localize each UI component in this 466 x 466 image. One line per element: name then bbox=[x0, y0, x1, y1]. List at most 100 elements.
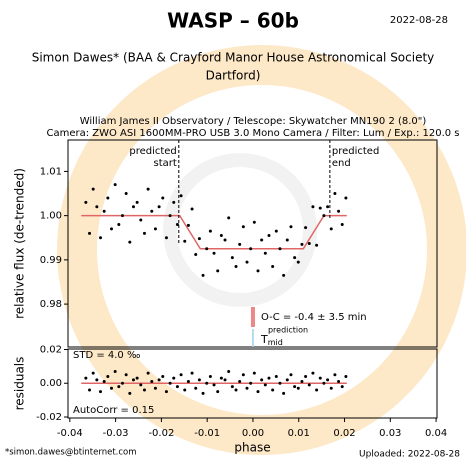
data-point bbox=[190, 371, 194, 375]
data-point bbox=[256, 269, 260, 273]
data-point bbox=[223, 238, 227, 242]
x-tick-label: 0.04 bbox=[425, 428, 447, 439]
data-point bbox=[307, 383, 311, 387]
data-point bbox=[88, 231, 92, 235]
data-point bbox=[194, 386, 198, 390]
data-point bbox=[326, 205, 330, 209]
data-point bbox=[300, 242, 304, 246]
footer-email: *simon.dawes@btinternet.com bbox=[5, 448, 137, 458]
data-point bbox=[285, 238, 289, 242]
data-point bbox=[318, 206, 322, 210]
data-point bbox=[168, 214, 172, 218]
data-point bbox=[164, 390, 168, 394]
data-point bbox=[186, 380, 190, 384]
y-tick-label: 0.02 bbox=[40, 345, 62, 356]
data-point bbox=[124, 373, 128, 377]
data-point bbox=[219, 234, 223, 238]
data-point bbox=[245, 386, 249, 390]
data-point bbox=[139, 383, 143, 387]
data-point bbox=[205, 381, 209, 385]
data-point bbox=[249, 381, 253, 385]
watermark bbox=[57, 45, 466, 455]
data-point bbox=[194, 253, 198, 257]
data-point bbox=[84, 376, 88, 380]
data-point bbox=[304, 374, 308, 378]
data-point bbox=[197, 378, 201, 382]
data-point bbox=[256, 390, 260, 394]
x-tick-label: -0.01 bbox=[194, 428, 220, 439]
footer-uploaded: Uploaded: 2022-08-28 bbox=[359, 450, 460, 460]
data-point bbox=[223, 378, 227, 382]
y-tick-label: 1.01 bbox=[40, 166, 62, 177]
data-point bbox=[157, 205, 161, 209]
data-point bbox=[219, 376, 223, 380]
autocorr-label: AutoCorr = 0.15 bbox=[73, 405, 154, 416]
details: Camera: ZWO ASI 1600MM-PRO USB 3.0 Mono … bbox=[46, 128, 459, 139]
data-point bbox=[142, 231, 146, 235]
predicted-label: predicted bbox=[129, 146, 176, 157]
x-axis-label: phase bbox=[234, 441, 270, 455]
data-point bbox=[109, 227, 113, 231]
details: William James II Observatory / Telescope… bbox=[80, 116, 427, 127]
data-point bbox=[300, 380, 304, 384]
data-point bbox=[95, 205, 99, 209]
watermark bbox=[163, 153, 317, 307]
data-point bbox=[186, 223, 190, 227]
data-point bbox=[274, 229, 278, 233]
data-point bbox=[208, 229, 212, 233]
data-point bbox=[227, 216, 231, 220]
data-point bbox=[304, 226, 308, 230]
tmid-base: T bbox=[260, 333, 268, 346]
x-tick-label: -0.04 bbox=[57, 428, 83, 439]
data-point bbox=[282, 391, 286, 395]
data-point bbox=[157, 378, 161, 382]
data-point bbox=[337, 209, 341, 213]
data-point bbox=[117, 385, 121, 389]
data-point bbox=[333, 192, 337, 196]
data-point bbox=[289, 373, 293, 377]
data-point bbox=[267, 376, 271, 380]
data-point bbox=[230, 385, 234, 389]
data-point bbox=[131, 378, 135, 382]
data-point bbox=[216, 390, 220, 394]
data-point bbox=[344, 196, 348, 200]
data-point bbox=[208, 374, 212, 378]
oc-label: O-C = -0.4 ± 3.5 min bbox=[261, 312, 367, 323]
data-point bbox=[175, 222, 179, 226]
data-point bbox=[128, 391, 132, 395]
data-point bbox=[135, 376, 139, 380]
x-tick-label: -0.03 bbox=[103, 428, 129, 439]
data-point bbox=[252, 371, 256, 375]
tmid-label: Tmid bbox=[260, 333, 283, 347]
data-point bbox=[128, 240, 132, 244]
data-point bbox=[139, 218, 143, 222]
data-point bbox=[91, 371, 95, 375]
data-point bbox=[234, 388, 238, 392]
data-point bbox=[234, 265, 238, 268]
data-point bbox=[227, 369, 231, 373]
data-point bbox=[212, 383, 216, 387]
data-point bbox=[113, 183, 117, 187]
data-point bbox=[307, 242, 311, 245]
data-point bbox=[271, 388, 275, 392]
data-point bbox=[285, 378, 289, 382]
data-point bbox=[216, 269, 220, 273]
y-tick-label: 0.98 bbox=[40, 299, 62, 310]
data-point bbox=[99, 236, 103, 240]
data-point bbox=[296, 260, 300, 264]
predicted-label: predicted bbox=[332, 146, 379, 157]
data-point bbox=[293, 385, 297, 389]
data-point bbox=[340, 222, 344, 226]
data-point bbox=[146, 371, 150, 375]
y-tick-label: 1.00 bbox=[40, 211, 62, 222]
data-point bbox=[197, 237, 201, 241]
data-point bbox=[142, 388, 146, 392]
data-point bbox=[124, 192, 128, 196]
data-point bbox=[315, 388, 319, 392]
data-point bbox=[241, 225, 245, 229]
data-point bbox=[99, 390, 103, 394]
data-point bbox=[333, 373, 337, 377]
data-point bbox=[344, 374, 348, 378]
data-point bbox=[172, 200, 176, 204]
y-axis-label: relative flux (de-trended) bbox=[13, 168, 27, 319]
